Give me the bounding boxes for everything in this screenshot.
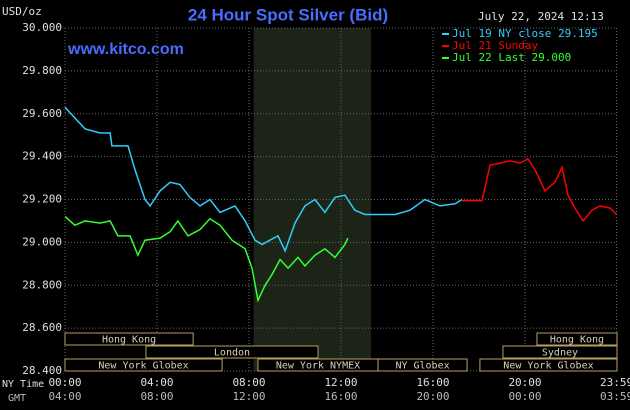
- y-tick-label: 29.400: [22, 150, 62, 163]
- session-label: Hong Kong: [102, 335, 156, 346]
- session-bar: [502, 345, 618, 359]
- x2-tick-label: 04:00: [48, 390, 81, 403]
- series-line: [64, 216, 349, 303]
- session-label: New York Globex: [503, 361, 593, 372]
- session-bar: [64, 332, 194, 346]
- session-bar: [145, 345, 319, 359]
- watermark: www.kitco.com: [67, 41, 184, 58]
- session-label: London: [214, 348, 250, 359]
- session-bar: [377, 358, 468, 372]
- y-tick-label: 29.200: [22, 193, 62, 206]
- session-bar: [479, 358, 618, 372]
- x2-tick-label: 00:00: [508, 390, 541, 403]
- x2-tick-label: 08:00: [140, 390, 173, 403]
- y-tick-label: 29.600: [22, 107, 62, 120]
- y-axis-label: USD/oz: [2, 5, 42, 18]
- x2-tick-label: 03:59: [600, 390, 630, 403]
- x2-tick-label: 12:00: [232, 390, 265, 403]
- session-bar: [64, 358, 223, 372]
- x-tick-label: 04:00: [140, 376, 173, 389]
- session-bar: [536, 332, 618, 346]
- x-tick-label: 12:00: [324, 376, 357, 389]
- x-tick-label: 00:00: [48, 376, 81, 389]
- session-label: New York NYMEX: [276, 361, 360, 372]
- y-tick-label: 28.800: [22, 278, 62, 291]
- y-tick-label: 30.000: [22, 21, 62, 34]
- timestamp: July 22, 2024 12:13: [478, 10, 604, 23]
- session-label: New York Globex: [98, 361, 188, 372]
- y-tick-label: 29.800: [22, 64, 62, 77]
- session-label: Hong Kong: [550, 335, 604, 346]
- session-label: NY Globex: [395, 361, 449, 372]
- legend-label: Jul 21 Sunday: [452, 39, 538, 52]
- session-label: Sydney: [542, 348, 578, 359]
- x-tick-label: 23:59: [600, 376, 630, 389]
- y-tick-label: 28.400: [22, 364, 62, 377]
- x-axis-label: NY Time: [2, 379, 44, 390]
- x2-axis-label: GMT: [8, 393, 26, 404]
- shaded-region: [253, 28, 371, 371]
- x-tick-label: 08:00: [232, 376, 265, 389]
- legend-label: Jul 19 NY close 29.195: [452, 27, 598, 40]
- x2-tick-label: 16:00: [324, 390, 357, 403]
- series-line: [462, 157, 618, 223]
- legend-label: Jul 22 Last 29.000: [452, 51, 571, 64]
- x-tick-label: 20:00: [508, 376, 541, 389]
- y-tick-label: 29.000: [22, 235, 62, 248]
- chart-title: 24 Hour Spot Silver (Bid): [188, 5, 388, 24]
- x2-tick-label: 20:00: [416, 390, 449, 403]
- x-tick-label: 16:00: [416, 376, 449, 389]
- series-line: [64, 106, 463, 253]
- y-tick-label: 28.600: [22, 321, 62, 334]
